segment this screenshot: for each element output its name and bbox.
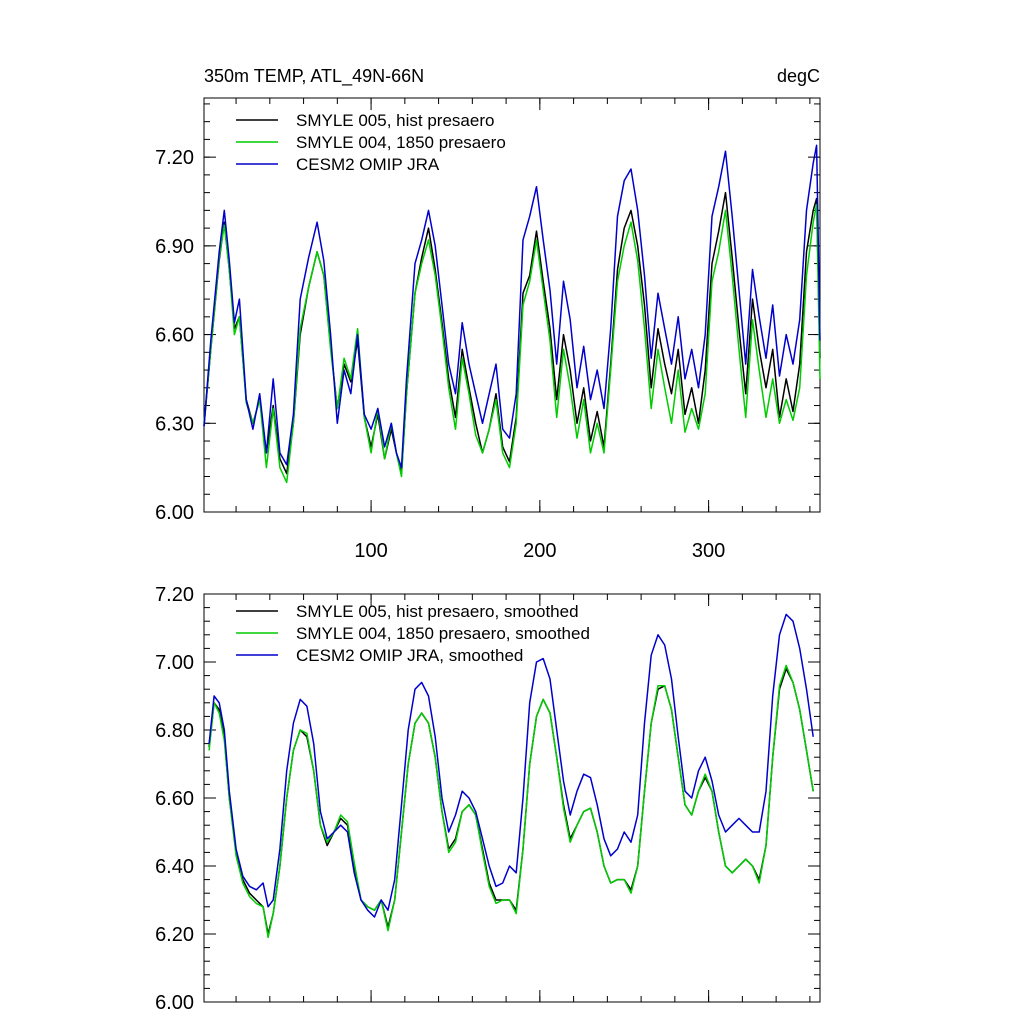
top-y-tick-label: 7.20: [155, 147, 194, 169]
top-legend: SMYLE 005, hist presaero SMYLE 004, 1850…: [236, 111, 506, 174]
bottom-legend-label-smyle005: SMYLE 005, hist presaero, smoothed: [296, 602, 579, 621]
top-legend-label-smyle004: SMYLE 004, 1850 presaero: [296, 133, 506, 152]
top-x-tick-label: 200: [523, 540, 556, 562]
bottom-y-tick-label: 6.80: [155, 720, 194, 742]
top-y-tick-label: 6.60: [155, 325, 194, 347]
top-series-smyle004-line: [203, 203, 821, 484]
bottom-series-smyle005-line: [208, 668, 814, 935]
bottom-y-tick-label: 6.20: [155, 924, 194, 946]
bottom-y-tick-label: 6.60: [155, 788, 194, 810]
bottom-legend-label-smyle004: SMYLE 004, 1850 presaero, smoothed: [296, 624, 590, 643]
top-panel-title: 350m TEMP, ATL_49N-66N: [204, 66, 424, 87]
top-legend-label-cesm2: CESM2 OMIP JRA: [296, 155, 440, 174]
bottom-y-tick-label: 7.20: [155, 584, 194, 606]
bottom-panel: 6.00 6.20 6.40 6.60 6.80 7.00 7.20 SMYLE 005, …: [155, 584, 821, 1014]
bottom-series-layer: [208, 613, 814, 939]
top-y-tick-label: 6.90: [155, 236, 194, 258]
top-x-tick-label: 300: [692, 540, 725, 562]
top-y-tick-label: 6.30: [155, 413, 194, 435]
bottom-tick-layer: 6.00 6.20 6.40 6.60 6.80 7.00 7.20: [155, 584, 820, 1014]
top-x-tick-label: 100: [354, 540, 387, 562]
top-y-tick-label: 6.00: [155, 502, 194, 524]
bottom-y-tick-label: 7.00: [155, 652, 194, 674]
top-tick-layer: 6.00 6.30 6.60 6.90 7.20 100 200 300: [155, 98, 820, 562]
bottom-y-tick-label: 6.00: [155, 992, 194, 1014]
bottom-series-cesm2-omip-jra-line: [208, 613, 814, 918]
bottom-legend: SMYLE 005, hist presaero, smoothed SMYLE…: [236, 602, 590, 665]
bottom-y-tick-label: 6.40: [155, 856, 194, 878]
top-legend-label-smyle005: SMYLE 005, hist presaero: [296, 111, 494, 130]
bottom-legend-label-cesm2: CESM2 OMIP JRA, smoothed: [296, 646, 523, 665]
top-panel: 350m TEMP, ATL_49N-66N degC 6.00 6.30 6.60…: [155, 66, 821, 562]
top-series-cesm2-omip-jra-line: [203, 144, 821, 469]
top-panel-units: degC: [777, 66, 820, 86]
bottom-series-smyle004-line: [208, 664, 814, 939]
top-series-layer: [203, 144, 821, 484]
